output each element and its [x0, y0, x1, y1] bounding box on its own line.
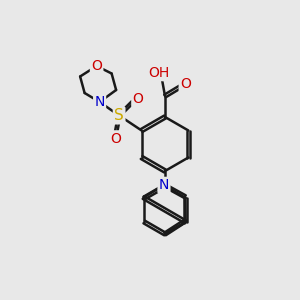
Text: O: O: [111, 132, 122, 145]
Text: N: N: [159, 178, 169, 192]
Text: O: O: [180, 77, 191, 91]
Text: O: O: [91, 59, 102, 73]
Text: OH: OH: [148, 66, 170, 80]
Text: N: N: [94, 95, 105, 109]
Text: S: S: [114, 108, 124, 123]
Text: O: O: [133, 92, 143, 106]
